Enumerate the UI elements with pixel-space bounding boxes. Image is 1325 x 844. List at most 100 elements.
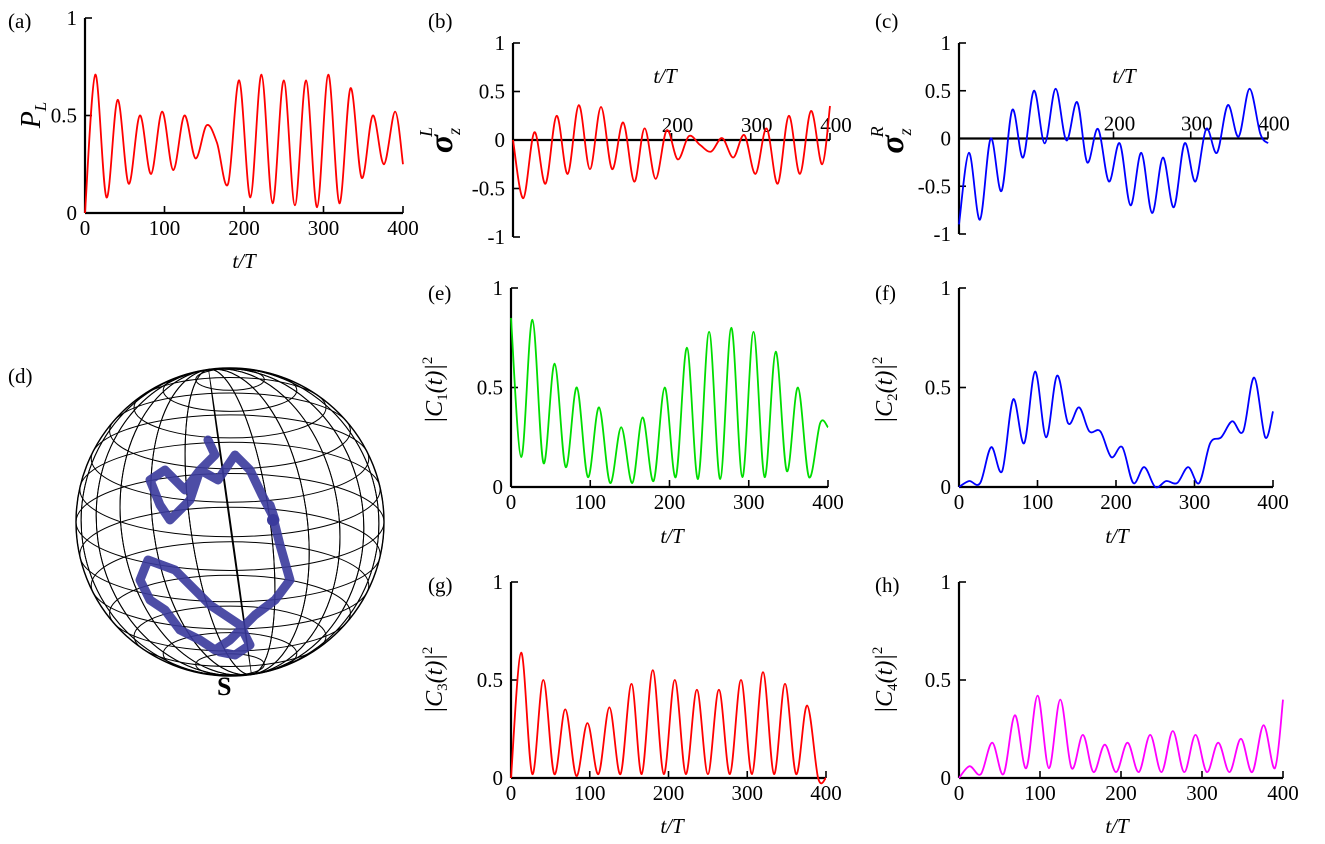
y-tick-label: 1 xyxy=(67,6,78,30)
chart-panel-g: (g) 0 0.5 1 0 100 200 300 400 t/T |C3(t)|2 xyxy=(420,570,842,838)
y-axis-label: |C4(t)|2 xyxy=(870,647,901,714)
x-axis-label: t/T xyxy=(660,524,685,548)
y-tick-label: -1 xyxy=(934,222,952,246)
y-label-sup: 2 xyxy=(870,357,886,365)
x-axis-label: t/T xyxy=(1112,64,1137,88)
y-axis-label: |C3(t)|2 xyxy=(420,647,451,714)
y-label-sup: L xyxy=(416,127,436,138)
y-label-sub: z xyxy=(895,128,915,136)
y-tick-label: 0 xyxy=(493,766,504,790)
y-axis-label: σzL xyxy=(416,127,464,153)
y-label-main: |C xyxy=(872,400,898,424)
y-axis-label: PL xyxy=(16,102,50,130)
y-label-sup: 2 xyxy=(420,357,436,365)
sphere-trajectory xyxy=(135,435,295,660)
panel-label: (f) xyxy=(875,281,896,305)
series-line xyxy=(512,104,831,200)
x-tick-label: 200 xyxy=(1104,112,1136,136)
x-tick-label: 400 xyxy=(387,216,419,240)
x-tick-label: 400 xyxy=(820,113,852,137)
x-tick-label: 200 xyxy=(1105,781,1137,805)
y-label-tail: (t)| xyxy=(872,654,898,683)
x-tick-label: 0 xyxy=(954,490,965,514)
chart-panel-c: (c) -1 -0.5 0 0.5 1 200 300 400 t/T σzR xyxy=(867,9,1290,246)
y-tick-label: 0.5 xyxy=(477,376,503,400)
x-tick-label: 200 xyxy=(654,490,686,514)
chart-panel-b: (b) -1 -0.5 0 0.5 1 200 300 400 t/T σzL xyxy=(416,9,852,249)
south-pole-marker: S xyxy=(217,672,231,701)
y-tick-label: 1 xyxy=(495,31,506,55)
panel-label: (b) xyxy=(428,9,453,33)
trajectory-path xyxy=(135,435,295,660)
latitude-line xyxy=(90,541,370,630)
y-label-sub: 2 xyxy=(885,393,901,401)
panel-label: (h) xyxy=(875,573,900,597)
y-tick-label: 1 xyxy=(493,276,504,300)
x-tick-label: 200 xyxy=(1100,490,1132,514)
y-label-sub: 1 xyxy=(435,393,451,401)
y-tick-label: 0.5 xyxy=(925,376,951,400)
y-label-main: |C xyxy=(422,400,448,424)
x-tick-label: 300 xyxy=(741,113,773,137)
y-tick-label: 0 xyxy=(941,475,952,499)
series-line xyxy=(958,370,1274,489)
x-tick-label: 0 xyxy=(506,490,517,514)
x-tick-label: 100 xyxy=(574,781,606,805)
x-tick-label: 400 xyxy=(1258,112,1290,136)
y-tick-label: -0.5 xyxy=(472,177,505,201)
y-label-sup: R xyxy=(867,126,887,138)
bloch-sphere xyxy=(75,367,385,677)
y-tick-label: 0 xyxy=(495,128,506,152)
x-tick-label: 0 xyxy=(506,781,517,805)
y-tick-label: -0.5 xyxy=(918,174,951,198)
x-tick-label: 400 xyxy=(810,781,842,805)
chart-panel-h: (h) 0 0.5 1 0 100 200 300 400 t/T |C4(t)|2 xyxy=(870,570,1299,838)
x-tick-label: 200 xyxy=(228,216,260,240)
y-label-sup: 2 xyxy=(420,647,436,655)
y-tick-label: -1 xyxy=(488,225,506,249)
x-tick-label: 200 xyxy=(662,113,694,137)
x-axis-label: t/T xyxy=(232,249,257,273)
x-tick-label: 0 xyxy=(80,216,91,240)
y-label-sub: L xyxy=(31,102,50,112)
x-tick-label: 100 xyxy=(149,216,181,240)
y-label-main: |C xyxy=(422,690,448,714)
x-tick-label: 300 xyxy=(1179,490,1211,514)
series-line xyxy=(510,651,827,785)
latitude-line xyxy=(133,377,327,439)
x-axis-label: t/T xyxy=(1105,814,1130,838)
x-axis-label: t/T xyxy=(653,64,678,88)
y-tick-label: 1 xyxy=(941,31,952,55)
x-tick-label: 100 xyxy=(1024,781,1056,805)
x-tick-label: 300 xyxy=(733,490,765,514)
panel-label-d: (d) xyxy=(8,364,33,388)
y-tick-label: 1 xyxy=(941,276,952,300)
y-tick-label: 0.5 xyxy=(925,668,951,692)
x-axis-label: t/T xyxy=(660,814,685,838)
y-tick-label: 0 xyxy=(67,201,78,225)
panel-label: (g) xyxy=(428,573,453,597)
y-axis-label: σzR xyxy=(867,126,915,153)
chart-panel-a: (a) 0 0.5 1 0 100 200 300 400 t/T PL xyxy=(8,6,419,273)
series-line xyxy=(958,87,1269,225)
y-tick-label: 0 xyxy=(493,475,504,499)
x-tick-label: 0 xyxy=(954,781,965,805)
x-tick-label: 100 xyxy=(1022,490,1054,514)
x-tick-label: 300 xyxy=(308,216,340,240)
y-label-tail: (t)| xyxy=(422,654,448,683)
latitude-line xyxy=(90,414,370,503)
panel-label: (a) xyxy=(8,9,31,33)
y-axis-label: |C2(t)|2 xyxy=(870,357,901,424)
panel-d: (d) S xyxy=(8,364,385,701)
y-label-sup: 2 xyxy=(870,647,886,655)
series-line xyxy=(510,317,829,484)
x-tick-label: 300 xyxy=(732,781,764,805)
x-tick-label: 100 xyxy=(575,490,607,514)
y-label-main: |C xyxy=(872,690,898,714)
series-line xyxy=(958,694,1284,779)
series-line xyxy=(84,73,404,214)
y-axis-label: |C1(t)|2 xyxy=(420,357,451,424)
panel-label: (e) xyxy=(428,281,451,305)
